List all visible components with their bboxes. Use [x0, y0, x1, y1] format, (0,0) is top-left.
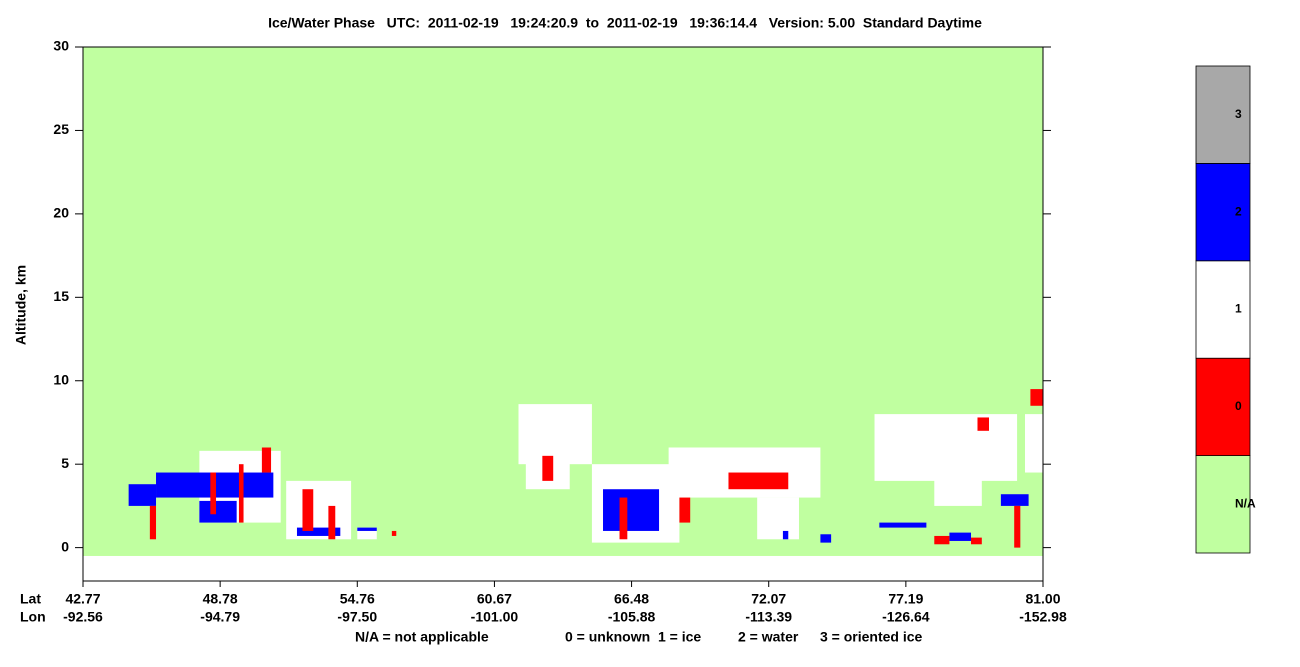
phase-cell: [542, 455, 554, 481]
phase-cell: [357, 527, 377, 531]
phase-cell: [934, 535, 950, 545]
y-tick-label: 30: [53, 38, 69, 54]
phase-cell: [1014, 505, 1021, 548]
phase-cell: [199, 500, 237, 523]
phase-cell: [874, 414, 1018, 481]
x-tick-label: -152.98: [1019, 609, 1067, 625]
y-tick-label: 10: [53, 371, 69, 387]
colorbar-swatch: [1195, 65, 1251, 164]
colorbar-swatch: [1195, 357, 1251, 457]
colorbar-label: 0: [1235, 399, 1242, 413]
phase-cell: [238, 464, 244, 523]
phase-cell: [820, 534, 832, 543]
colorbar-label: 3: [1235, 107, 1242, 121]
phase-cell: [210, 472, 217, 515]
colorbar-label: 1: [1235, 302, 1242, 316]
x-tick-label: -97.50: [337, 609, 377, 625]
phase-cell: [603, 489, 660, 531]
x-tick-label: -92.56: [63, 609, 103, 625]
y-tick-label: 25: [53, 121, 69, 137]
colorbar-swatch: [1195, 162, 1251, 262]
phase-cell: [302, 489, 314, 531]
plot-frame: [82, 46, 1044, 582]
chart-title: Ice/Water Phase UTC: 2011-02-19 19:24:20…: [268, 15, 982, 31]
x-tick-label: 66.48: [614, 591, 649, 607]
colorbar-swatch: [1195, 455, 1251, 554]
phase-cell: [949, 532, 972, 541]
x-tick-label: -113.39: [745, 609, 792, 625]
x-tick-label: -126.64: [882, 609, 930, 625]
phase-cell: [391, 530, 397, 536]
colorbar-label: N/A: [1235, 496, 1256, 510]
phase-cell: [977, 417, 990, 431]
colorbar-swatch: [1195, 260, 1251, 359]
phase-cell: [128, 484, 157, 506]
y-tick-label: 0: [61, 538, 69, 554]
x-tick-label: -101.00: [471, 609, 519, 625]
x-tick-label: 54.76: [340, 591, 375, 607]
legend-note: 0 = unknown: [565, 629, 650, 645]
phase-cell: [971, 537, 982, 545]
phase-cell: [782, 530, 789, 540]
phase-cell: [1030, 389, 1043, 406]
legend-note: N/A = not applicable: [355, 629, 489, 645]
phase-cell: [149, 505, 157, 540]
x-tick-label: -105.88: [608, 609, 656, 625]
phase-cell: [728, 472, 789, 490]
y-axis-label: Altitude, km: [13, 265, 29, 345]
phase-cell: [357, 527, 377, 540]
legend-note: 3 = oriented ice: [820, 629, 923, 645]
x-row-label: Lat: [20, 591, 41, 607]
phase-cell: [1000, 494, 1029, 506]
phase-cell: [679, 497, 691, 523]
phase-cell: [934, 472, 982, 506]
x-tick-label: 77.19: [888, 591, 923, 607]
x-tick-label: 72.07: [751, 591, 786, 607]
phase-cell: [619, 497, 628, 540]
x-tick-label: -94.79: [200, 609, 240, 625]
x-tick-label: 42.77: [65, 591, 100, 607]
phase-cell: [757, 497, 799, 540]
phase-cell: [328, 505, 336, 540]
x-tick-label: 48.78: [203, 591, 238, 607]
x-tick-label: 60.67: [477, 591, 512, 607]
colorbar-label: 2: [1235, 204, 1242, 218]
legend-note: 2 = water: [738, 629, 799, 645]
phase-cell: [261, 447, 272, 473]
y-tick-label: 20: [53, 205, 69, 221]
phase-cell: [296, 527, 341, 536]
y-tick-label: 5: [61, 455, 69, 471]
x-tick-label: 81.00: [1025, 591, 1060, 607]
legend-note: 1 = ice: [658, 629, 701, 645]
phase-cell: [1025, 414, 1043, 473]
y-tick-label: 15: [53, 288, 69, 304]
x-row-label: Lon: [20, 609, 46, 625]
phase-cell: [879, 522, 927, 528]
